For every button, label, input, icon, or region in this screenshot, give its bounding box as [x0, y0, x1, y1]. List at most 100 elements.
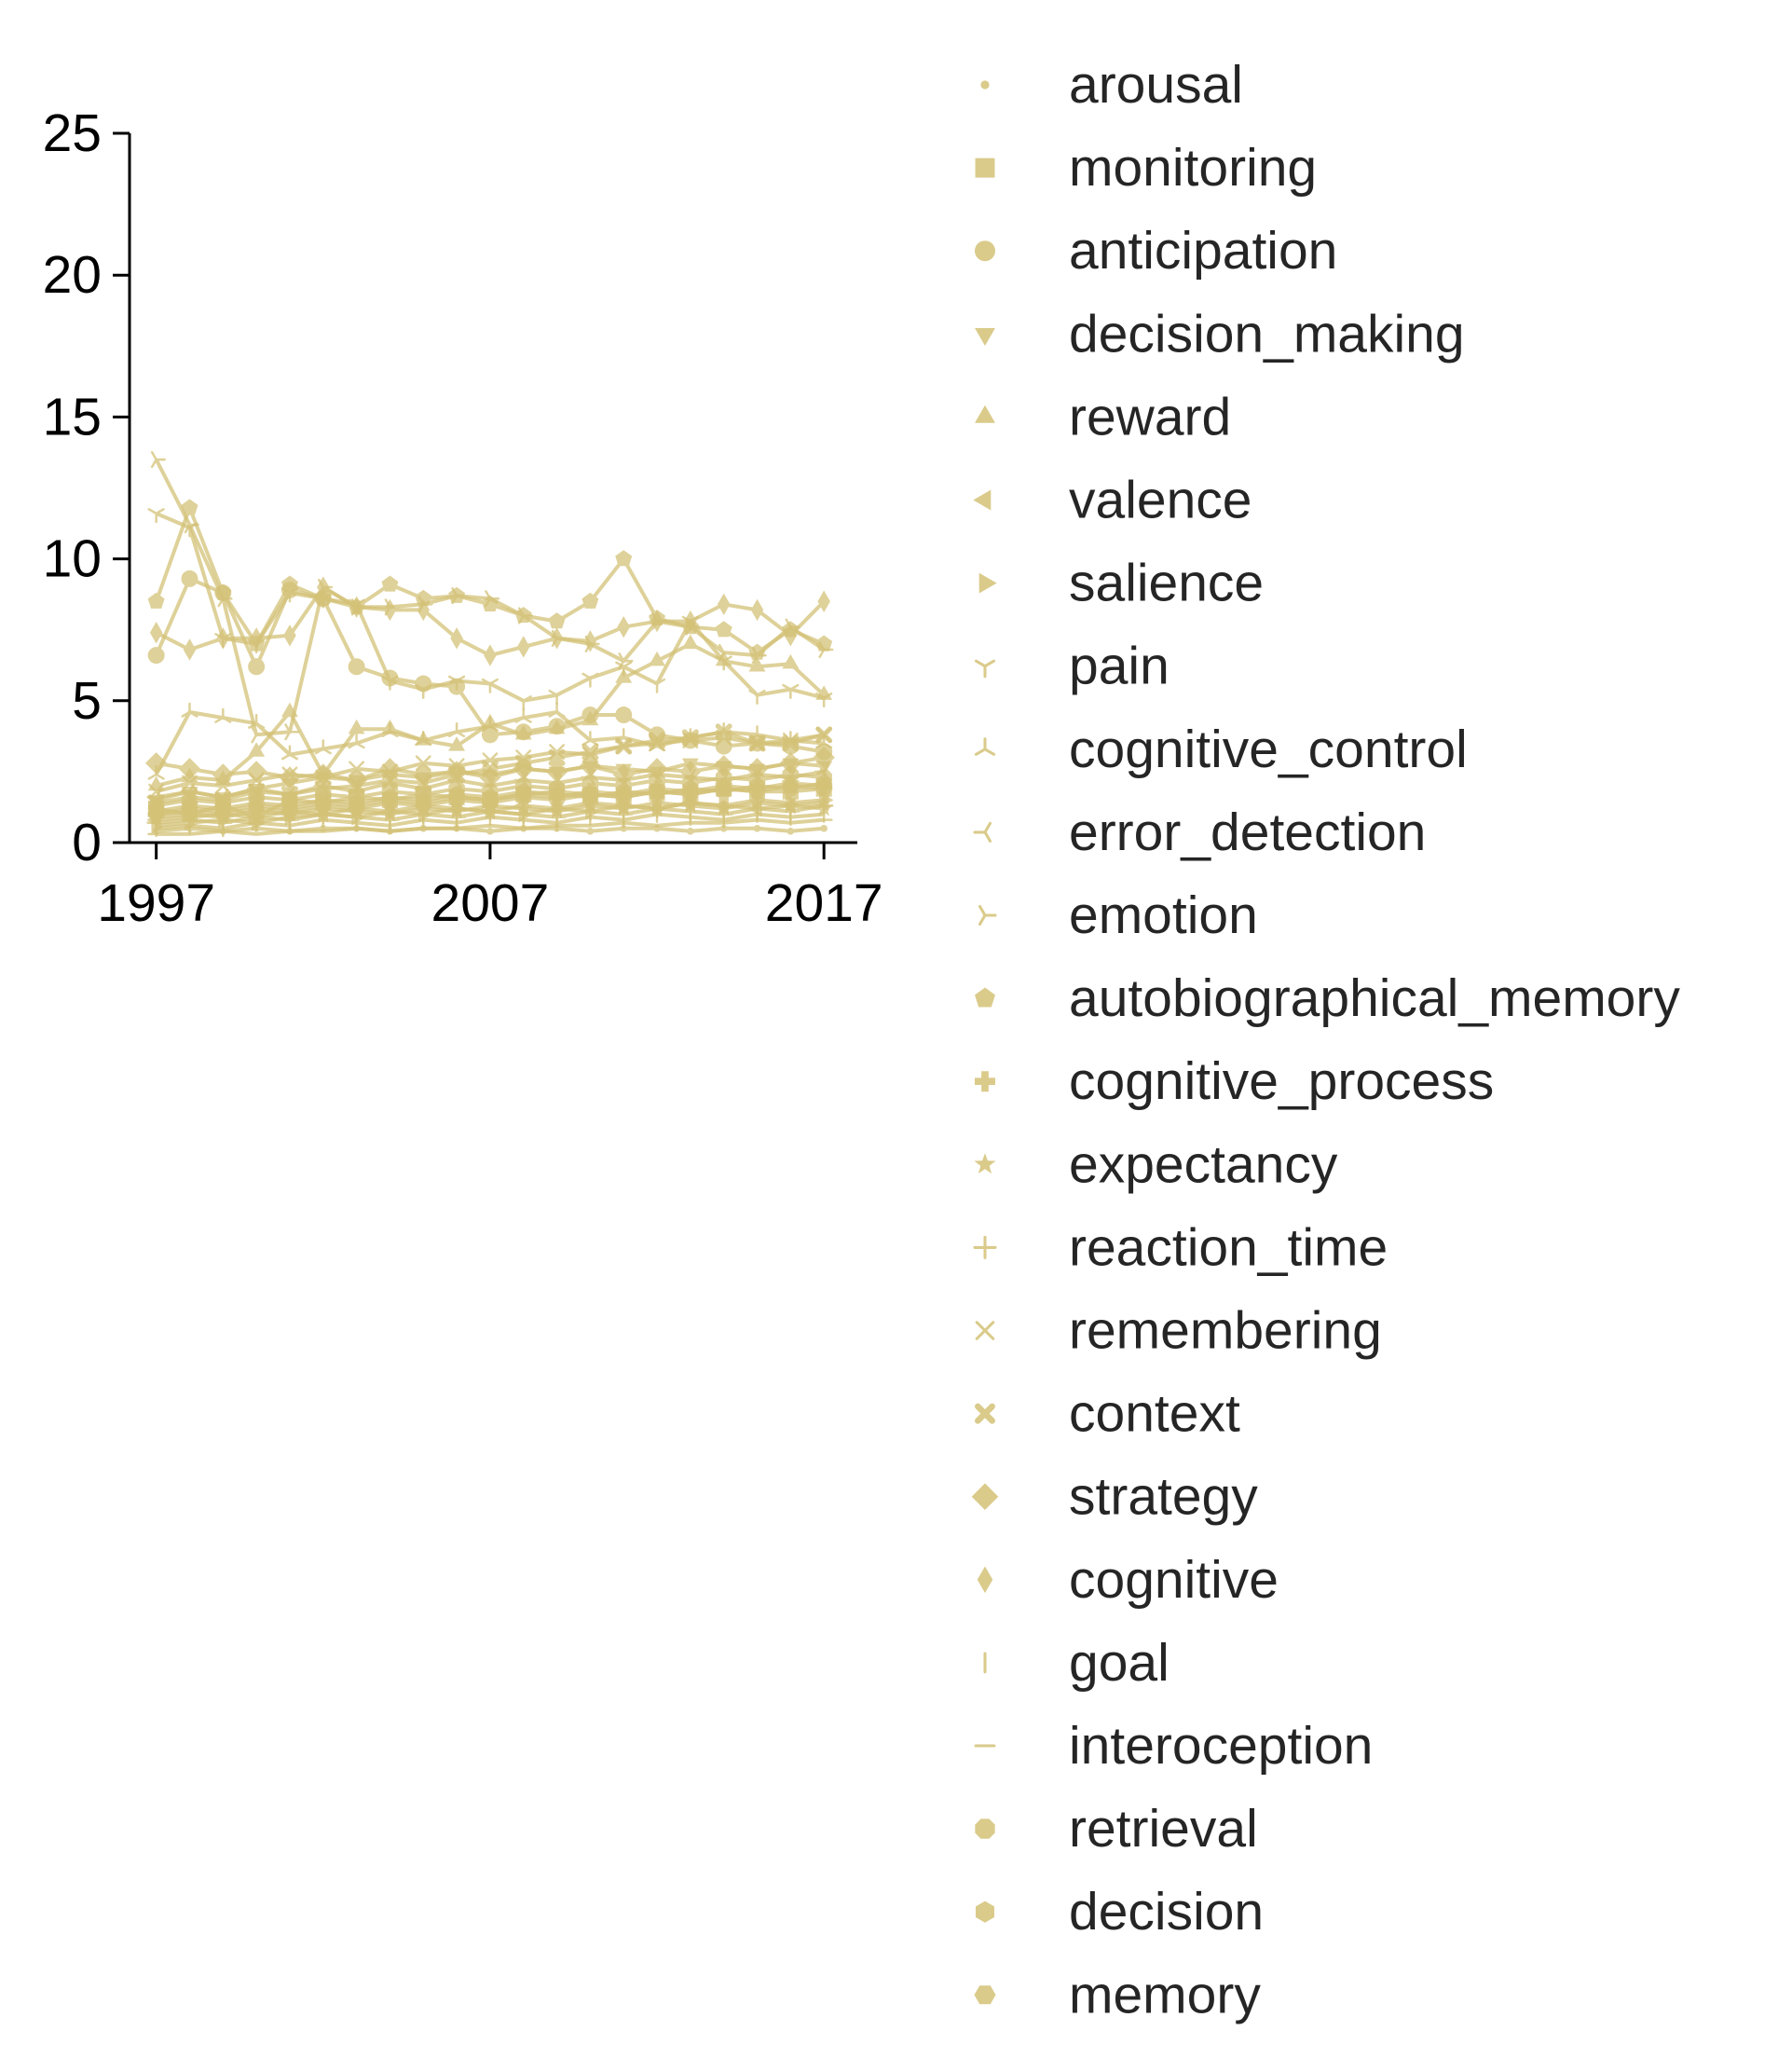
data-point	[612, 763, 635, 786]
legend-marker-icon	[977, 1566, 993, 1594]
legend-label: decision	[1069, 1882, 1264, 1942]
data-point	[615, 550, 633, 567]
data-point	[378, 758, 402, 780]
data-point	[715, 621, 732, 638]
data-point	[615, 707, 633, 724]
series-strategy	[144, 746, 835, 791]
data-point	[481, 678, 499, 693]
data-point	[447, 792, 466, 808]
legend-item: remembering	[975, 1301, 1382, 1361]
legend-item: error_detection	[973, 803, 1426, 862]
legend-marker-icon	[975, 1818, 995, 1839]
data-point	[815, 726, 833, 744]
legend-item: cognitive_control	[974, 720, 1468, 779]
legend-label: cognitive_control	[1069, 720, 1468, 779]
legend-label: reaction_time	[1069, 1217, 1388, 1277]
data-point	[481, 795, 499, 811]
legend-item: context	[975, 1384, 1240, 1444]
data-point	[381, 722, 399, 738]
data-point	[782, 734, 800, 752]
legend-label: context	[1069, 1384, 1240, 1444]
data-point	[650, 610, 663, 633]
data-point	[412, 763, 434, 786]
legend-marker-icon	[980, 80, 990, 89]
data-point	[548, 702, 566, 718]
legend-label: monitoring	[1069, 138, 1317, 198]
legend-label: reward	[1069, 387, 1231, 446]
data-point	[486, 828, 494, 835]
legend-item: strategy	[971, 1467, 1258, 1527]
data-point	[248, 742, 266, 757]
data-point	[380, 795, 399, 811]
y-tick-label: 25	[43, 103, 102, 163]
data-point	[348, 719, 365, 734]
series-goal	[155, 805, 826, 838]
legend-label: strategy	[1069, 1467, 1258, 1527]
legend-item: decision_making	[975, 304, 1465, 364]
data-point	[349, 596, 363, 619]
data-point	[314, 798, 333, 814]
axes: 0 5 10 15 20 25 1997 2007 2017	[43, 103, 883, 933]
legend-marker-icon	[974, 659, 996, 679]
legend-item: anticipation	[975, 221, 1337, 281]
data-point	[614, 789, 633, 805]
data-point	[280, 575, 298, 592]
data-point	[618, 652, 634, 670]
x-tick-label: 2017	[765, 873, 883, 933]
data-point	[479, 766, 501, 789]
data-point	[414, 798, 432, 814]
data-point	[248, 658, 266, 676]
data-point	[147, 592, 165, 609]
data-point	[279, 766, 301, 789]
data-point	[516, 636, 530, 658]
legend-marker-icon	[978, 904, 997, 926]
data-point	[748, 784, 766, 800]
data-point	[214, 707, 232, 723]
data-point	[247, 801, 266, 816]
data-point	[147, 806, 166, 822]
legend-label: memory	[1069, 1965, 1261, 2024]
legend-label: cognitive	[1069, 1550, 1279, 1610]
data-point	[345, 769, 368, 791]
data-point	[646, 758, 668, 780]
x-ticks: 1997 2007 2017	[97, 843, 883, 933]
data-point	[717, 593, 731, 616]
legend-marker-icon	[975, 1321, 995, 1340]
y-tick-label: 20	[43, 245, 102, 305]
data-point	[284, 723, 300, 741]
data-point	[813, 746, 835, 769]
legend-marker-icon	[975, 240, 995, 262]
y-tick-label: 5	[72, 671, 102, 731]
legend-marker-icon	[975, 327, 995, 346]
x-tick-label: 1997	[97, 873, 215, 933]
legend: arousal monitoring anticipation decision_ma…	[971, 55, 1680, 2024]
data-point	[514, 695, 532, 711]
data-point	[581, 592, 599, 609]
data-point	[245, 761, 267, 783]
data-point	[681, 634, 699, 650]
legend-marker-icon	[975, 987, 995, 1008]
data-point	[687, 828, 694, 835]
y-tick-label: 0	[72, 813, 102, 872]
data-point	[649, 732, 666, 749]
legend-item: decision	[976, 1882, 1264, 1942]
data-point	[251, 726, 267, 744]
data-point	[348, 734, 365, 749]
data-point	[349, 761, 365, 777]
y-ticks: 0 5 10 15 20 25	[43, 103, 130, 872]
legend-item: cognitive_process	[975, 1051, 1494, 1111]
data-point	[684, 610, 697, 633]
data-point	[814, 780, 833, 797]
y-tick-label: 15	[43, 387, 102, 446]
legend-marker-icon	[974, 737, 996, 756]
data-point	[484, 644, 497, 666]
legend-label: emotion	[1069, 885, 1258, 945]
legend-label: arousal	[1069, 55, 1243, 115]
data-point	[415, 683, 432, 699]
data-point	[514, 789, 533, 805]
data-point	[183, 638, 197, 661]
data-point	[448, 736, 466, 751]
data-point	[548, 689, 566, 705]
data-point	[415, 731, 432, 747]
data-point	[383, 598, 397, 622]
